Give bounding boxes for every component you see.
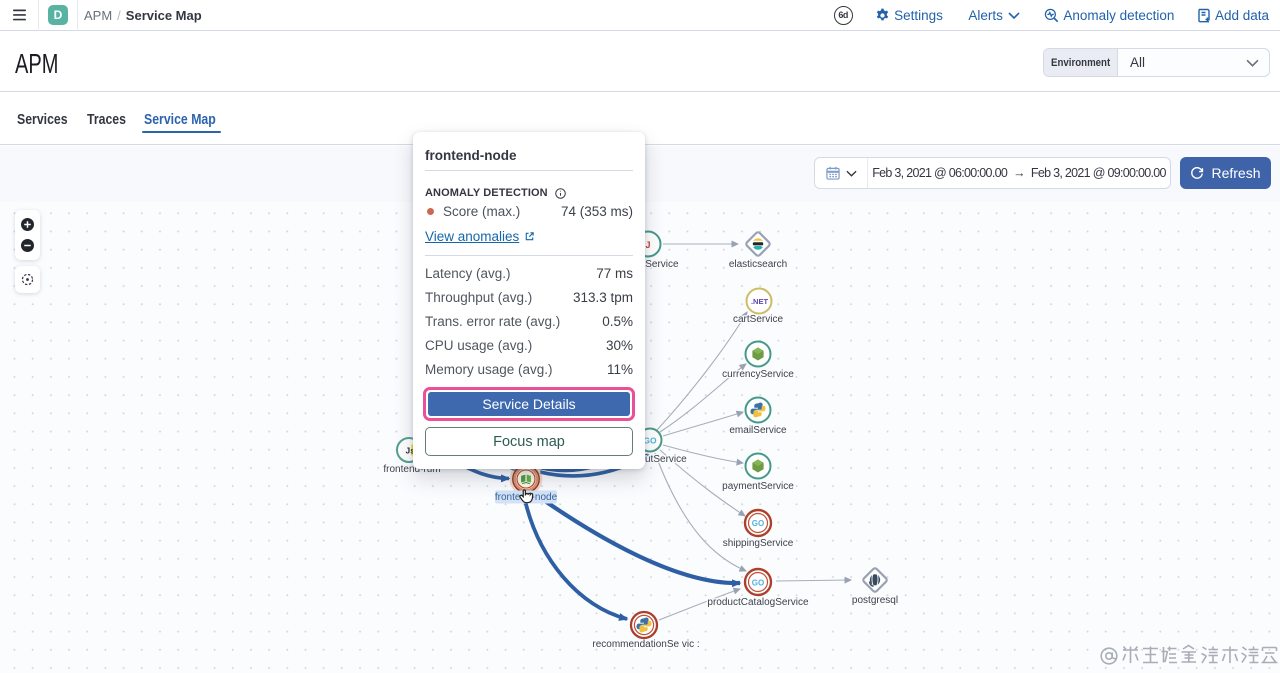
svg-text:currencyService: currencyService — [722, 369, 794, 380]
svg-text:J: J — [406, 447, 410, 456]
svg-text:GO: GO — [752, 519, 764, 528]
svg-text:emailService: emailService — [729, 425, 787, 436]
svg-text:.NET: .NET — [751, 297, 769, 306]
svg-text:J: J — [645, 240, 650, 250]
svg-text:shippingService: shippingService — [723, 538, 794, 549]
svg-text:postgresql: postgresql — [852, 595, 898, 606]
svg-text:cartService: cartService — [733, 314, 783, 325]
svg-text:recommendationSe vic :: recommendationSe vic : — [592, 639, 699, 650]
svg-text:productCatalogService: productCatalogService — [707, 597, 809, 608]
svg-text:elasticsearch: elasticsearch — [729, 259, 787, 270]
svg-text:GO: GO — [752, 579, 764, 588]
svg-text:S: S — [410, 450, 414, 456]
svg-text:GO: GO — [643, 436, 657, 446]
svg-text:paymentService: paymentService — [722, 481, 794, 492]
